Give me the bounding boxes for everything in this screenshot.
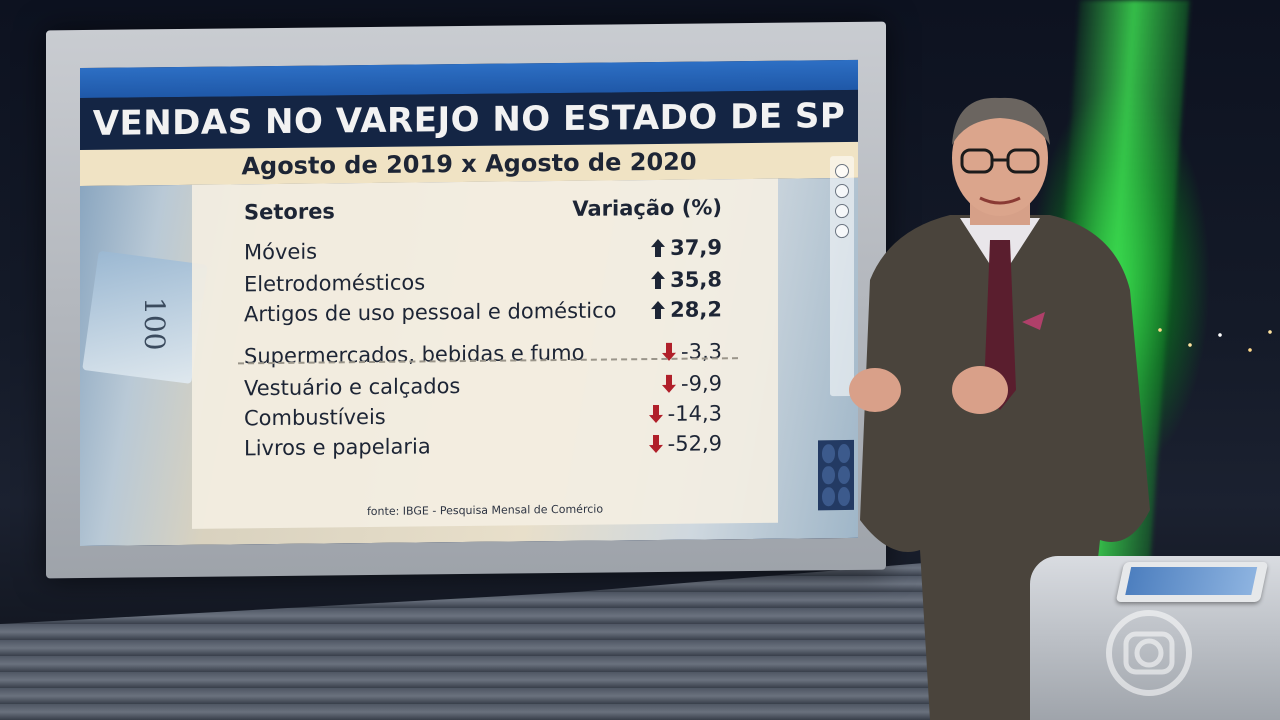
source-note: fonte: IBGE - Pesquisa Mensal de Comérci…: [366, 502, 604, 519]
arrow-up-icon: [651, 270, 666, 290]
variation-value: -14,3: [648, 401, 722, 426]
variation-number: -9,9: [681, 371, 722, 396]
sector-label: Combustíveis: [244, 404, 386, 431]
table-row: Supermercados, bebidas e fumo -3,3: [192, 339, 778, 375]
variation-value: 37,9: [650, 235, 722, 260]
display-screen-frame: VENDAS NO VAREJO NO ESTADO DE SP Agosto …: [46, 21, 886, 579]
sector-label: Eletrodomésticos: [244, 270, 426, 297]
variation-number: -3,3: [681, 339, 722, 364]
variation-value: -52,9: [648, 431, 722, 456]
globo-logo-icon: [1106, 610, 1192, 696]
table-row: Vestuário e calçados -9,9: [192, 371, 778, 407]
arrow-up-icon: [651, 300, 666, 320]
banknote-number: 100: [138, 296, 172, 351]
variation-value: 35,8: [650, 267, 722, 292]
graphic-subtitle: Agosto de 2019 x Agosto de 2020: [241, 147, 697, 181]
column-header-sector: Setores: [244, 199, 335, 225]
table-row: Eletrodomésticos 35,8: [192, 267, 778, 303]
sector-label: Artigos de uso pessoal e doméstico: [244, 298, 617, 327]
title-bar: VENDAS NO VAREJO NO ESTADO DE SP: [80, 89, 858, 151]
variation-value: -9,9: [661, 371, 722, 396]
graphic-title: VENDAS NO VAREJO NO ESTADO DE SP: [92, 96, 846, 144]
column-header-variation: Variação (%): [572, 195, 722, 221]
table-row: Artigos de uso pessoal e doméstico 28,2: [192, 297, 778, 333]
sector-label: Livros e papelaria: [244, 434, 431, 461]
sector-label: Supermercados, bebidas e fumo: [244, 340, 585, 369]
variation-number: 28,2: [670, 297, 722, 322]
table-row: Livros e papelaria -52,9: [192, 431, 778, 467]
variation-value: 28,2: [650, 297, 722, 322]
display-screen: VENDAS NO VAREJO NO ESTADO DE SP Agosto …: [80, 59, 858, 547]
arrow-down-icon: [662, 342, 677, 361]
city-lights: [1150, 320, 1280, 380]
arrow-down-icon: [648, 404, 663, 424]
arrow-down-icon: [648, 434, 663, 454]
variation-table: Setores Variação (%) Móveis 37,9 Eletrodom…: [192, 178, 778, 529]
table-row: Móveis 37,9: [192, 235, 778, 271]
variation-number: -14,3: [667, 401, 722, 426]
arrow-down-icon: [662, 374, 677, 393]
variation-number: 37,9: [670, 235, 722, 260]
variation-number: -52,9: [667, 431, 722, 456]
tablet-screen: [1125, 567, 1258, 595]
table-rows: Móveis 37,9 Eletrodomésticos 35,8 Artigos de…: [192, 179, 778, 460]
variation-number: 35,8: [670, 267, 722, 292]
sector-label: Vestuário e calçados: [244, 374, 461, 401]
sector-label: Móveis: [244, 239, 318, 265]
table-row: Combustíveis -14,3: [192, 401, 778, 437]
arrow-up-icon: [651, 238, 666, 258]
variation-value: -3,3: [661, 339, 722, 364]
tablet-device: [1115, 562, 1269, 602]
